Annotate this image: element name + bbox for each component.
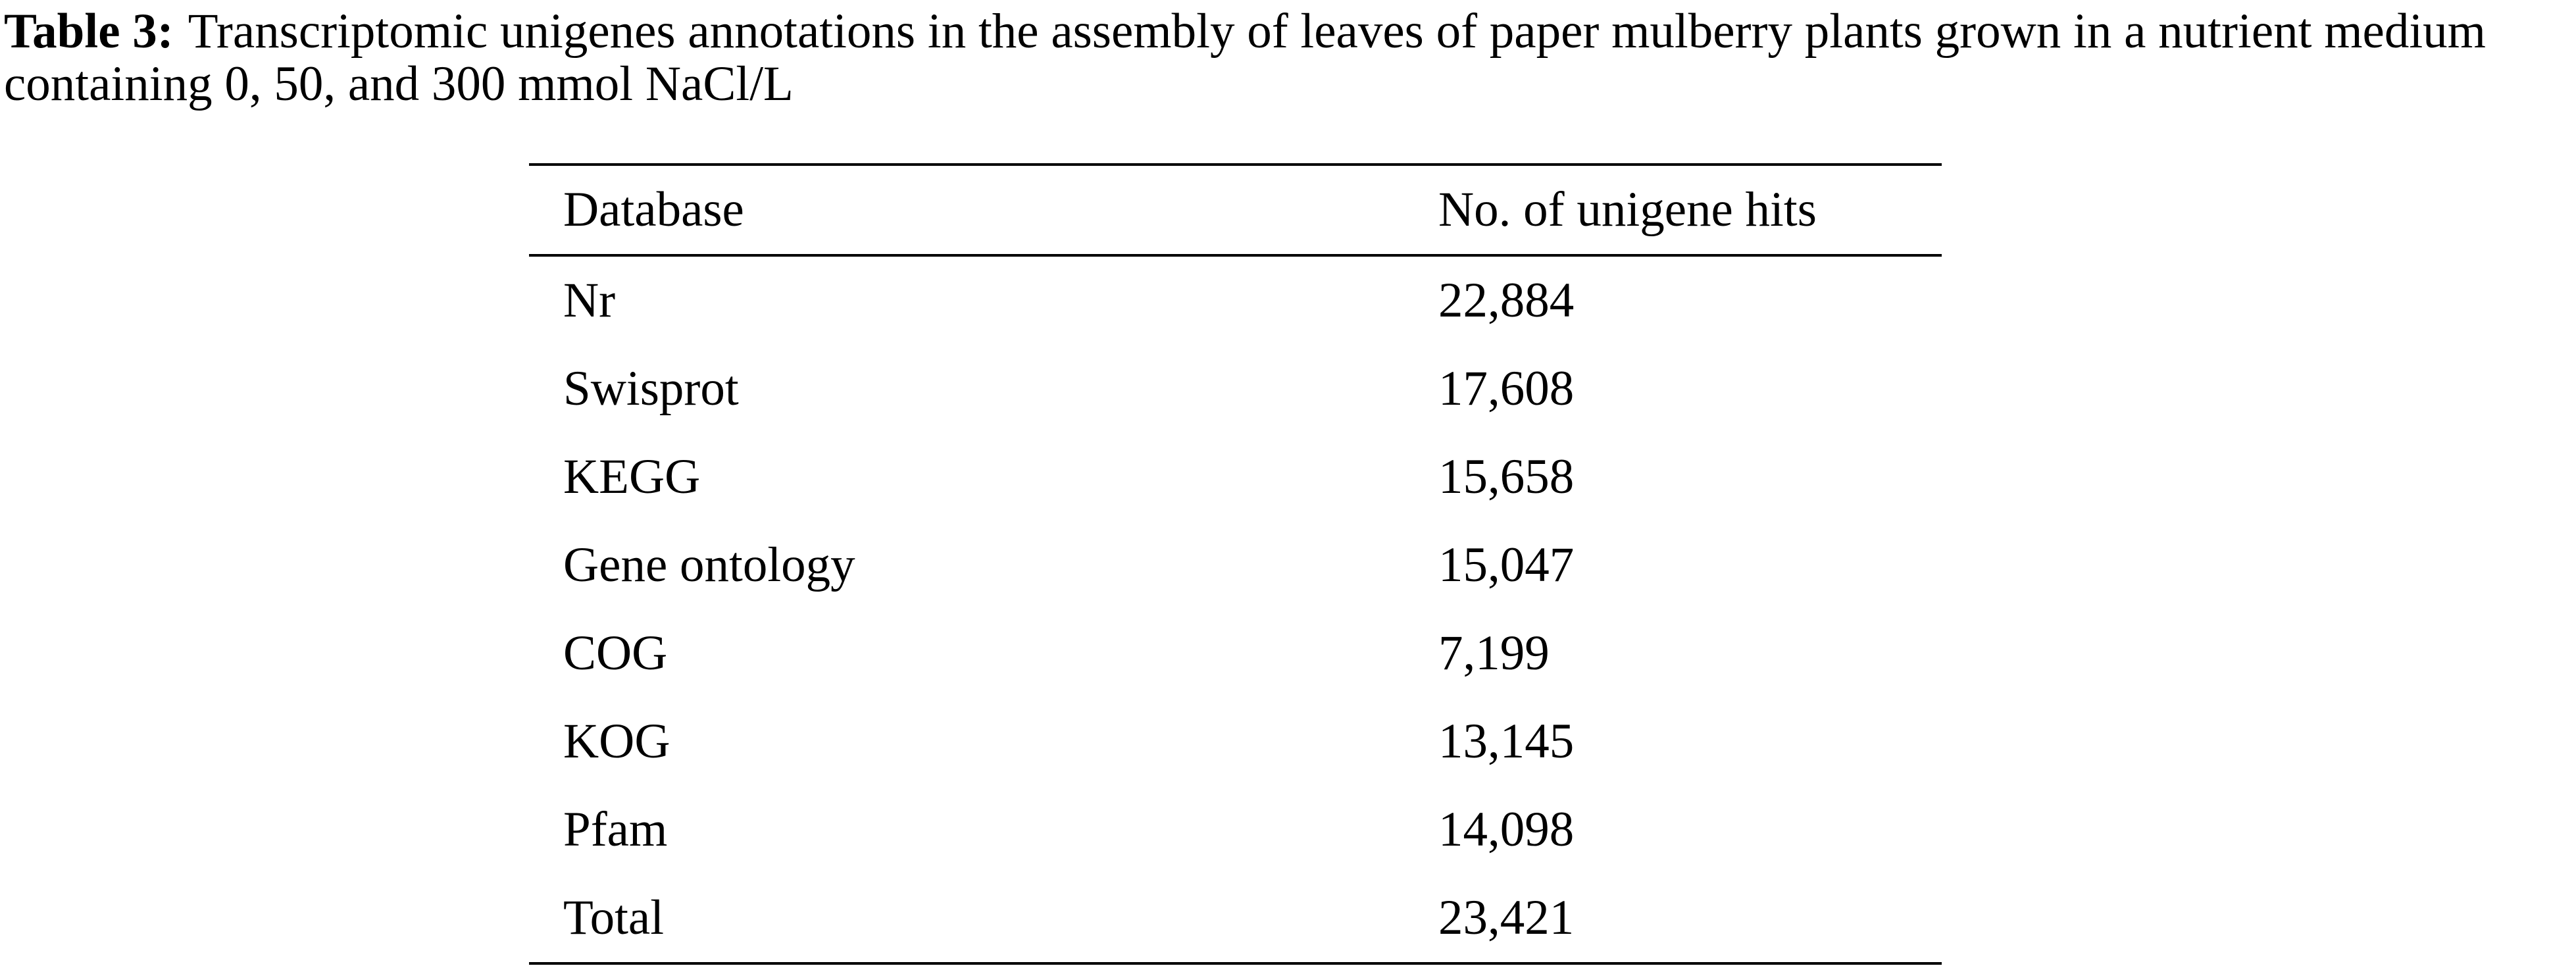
caption-text: Transcriptomic unigenes annotations in t… xyxy=(4,4,2487,111)
caption: Table 3: Transcriptomic unigenes annotati… xyxy=(4,5,2570,111)
hits-cell: 15,047 xyxy=(1438,538,1575,592)
database-cell: KEGG xyxy=(563,449,701,504)
database-cell: COG xyxy=(563,626,668,680)
header-row: Database No. of unigene hits xyxy=(529,165,1942,257)
table-row: Nr 22,884 xyxy=(529,255,1942,345)
hits-cell: 7,199 xyxy=(1438,626,1550,680)
database-cell: Gene ontology xyxy=(563,538,855,592)
hits-cell: 14,098 xyxy=(1438,802,1575,857)
header-cell: No. of unigene hits xyxy=(1438,165,1942,257)
table-row: Gene ontology 15,047 xyxy=(529,521,1942,609)
database-cell: Nr xyxy=(563,273,616,328)
hits-cell: 23,421 xyxy=(1438,874,1942,965)
database-cell: Total xyxy=(529,874,1438,965)
table-row: COG 7,199 xyxy=(529,609,1942,698)
database-cell: Pfam xyxy=(563,802,668,857)
table-row: KOG 13,145 xyxy=(529,698,1942,786)
hits-cell: 13,145 xyxy=(1438,714,1575,769)
hits-cell: 22,884 xyxy=(1438,273,1575,328)
database-cell: KOG xyxy=(563,714,670,769)
caption-label: Table 3: xyxy=(4,4,174,59)
table-row: Pfam 14,098 xyxy=(529,786,1942,874)
header-cell: Database xyxy=(529,165,1438,257)
table-row: Swisprot 17,608 xyxy=(529,345,1942,433)
table-row: Total 23,421 xyxy=(529,874,1942,965)
hits-cell: 17,608 xyxy=(1438,361,1575,416)
database-cell: Swisprot xyxy=(563,361,739,416)
table: Database No. of unigene hits Nr 22,884 Swi… xyxy=(529,163,1942,965)
table-body: Nr 22,884 Swisprot 17,608 KEGG 15,658 Gene ont… xyxy=(529,255,1942,965)
table-row: KEGG 15,658 xyxy=(529,433,1942,521)
hits-cell: 15,658 xyxy=(1438,449,1575,504)
